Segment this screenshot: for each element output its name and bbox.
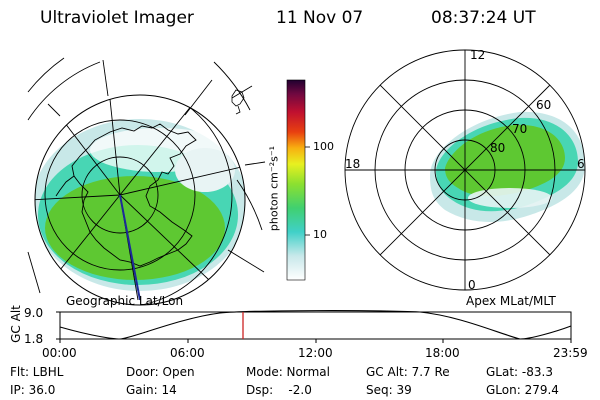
timeline-xtick-3: 18:00 [425, 346, 460, 360]
geographic-map [27, 57, 266, 306]
colorbar [286, 79, 306, 281]
mlt-lines [345, 50, 585, 290]
info-mode: Mode: Normal [246, 365, 330, 379]
image-date: 11 Nov 07 [276, 8, 364, 28]
colorbar-tick-10: 10 [313, 228, 327, 241]
magnetic-map [344, 49, 586, 291]
altitude-timeline [56, 310, 572, 343]
info-glon: GLon: 279.4 [486, 383, 559, 397]
info-glat: GLat: -83.3 [486, 365, 553, 379]
mlt-label-0: 0 [468, 278, 476, 292]
timeline-axis-label: GC Alt [9, 305, 23, 343]
info-ip: IP: 36.0 [10, 383, 56, 397]
instrument-title: Ultraviolet Imager [40, 8, 194, 28]
latitude-circles [35, 95, 233, 305]
mlt-label-18: 18 [345, 157, 361, 171]
colorbar-unit-label: photon cm⁻²s⁻¹ [267, 145, 281, 232]
timeline-xtick-1: 06:00 [170, 346, 205, 360]
timeline-xtick-4: 23:59 [553, 346, 588, 360]
coastline [71, 123, 197, 267]
info-gc-alt: GC Alt: 7.7 Re [366, 365, 450, 379]
info-filter: Flt: LBHL [10, 365, 64, 379]
magnetic-caption: Apex MLat/MLT [466, 294, 556, 308]
info-door: Door: Open [126, 365, 195, 379]
mlat-label-80: 80 [490, 141, 506, 155]
mlat-label-70: 70 [512, 122, 528, 136]
timeline-xtick-2: 12:00 [298, 346, 333, 360]
altitude-curve [59, 310, 572, 340]
outer-grid [27, 57, 266, 294]
mlat-label-60: 60 [536, 98, 552, 112]
info-seq: Seq: 39 [366, 383, 412, 397]
image-time: 08:37:24 UT [431, 8, 536, 28]
mlt-label-12: 12 [470, 48, 486, 62]
ground-track [119, 194, 141, 301]
timeline-xtick-0: 00:00 [42, 346, 77, 360]
colorbar-tick-100: 100 [313, 140, 334, 153]
aurora-oval-magnetic [430, 111, 585, 222]
geographic-caption: Geographic Lat/Lon [66, 294, 184, 308]
timeline-ytick-bottom: 1.8 [24, 332, 44, 346]
mlt-label-6: 6 [577, 157, 585, 171]
info-dsp: Dsp: -2.0 [246, 383, 312, 397]
info-gain: Gain: 14 [126, 383, 177, 397]
timeline-ytick-top: 9.0 [24, 306, 44, 320]
aurora-oval-geographic [35, 119, 245, 291]
